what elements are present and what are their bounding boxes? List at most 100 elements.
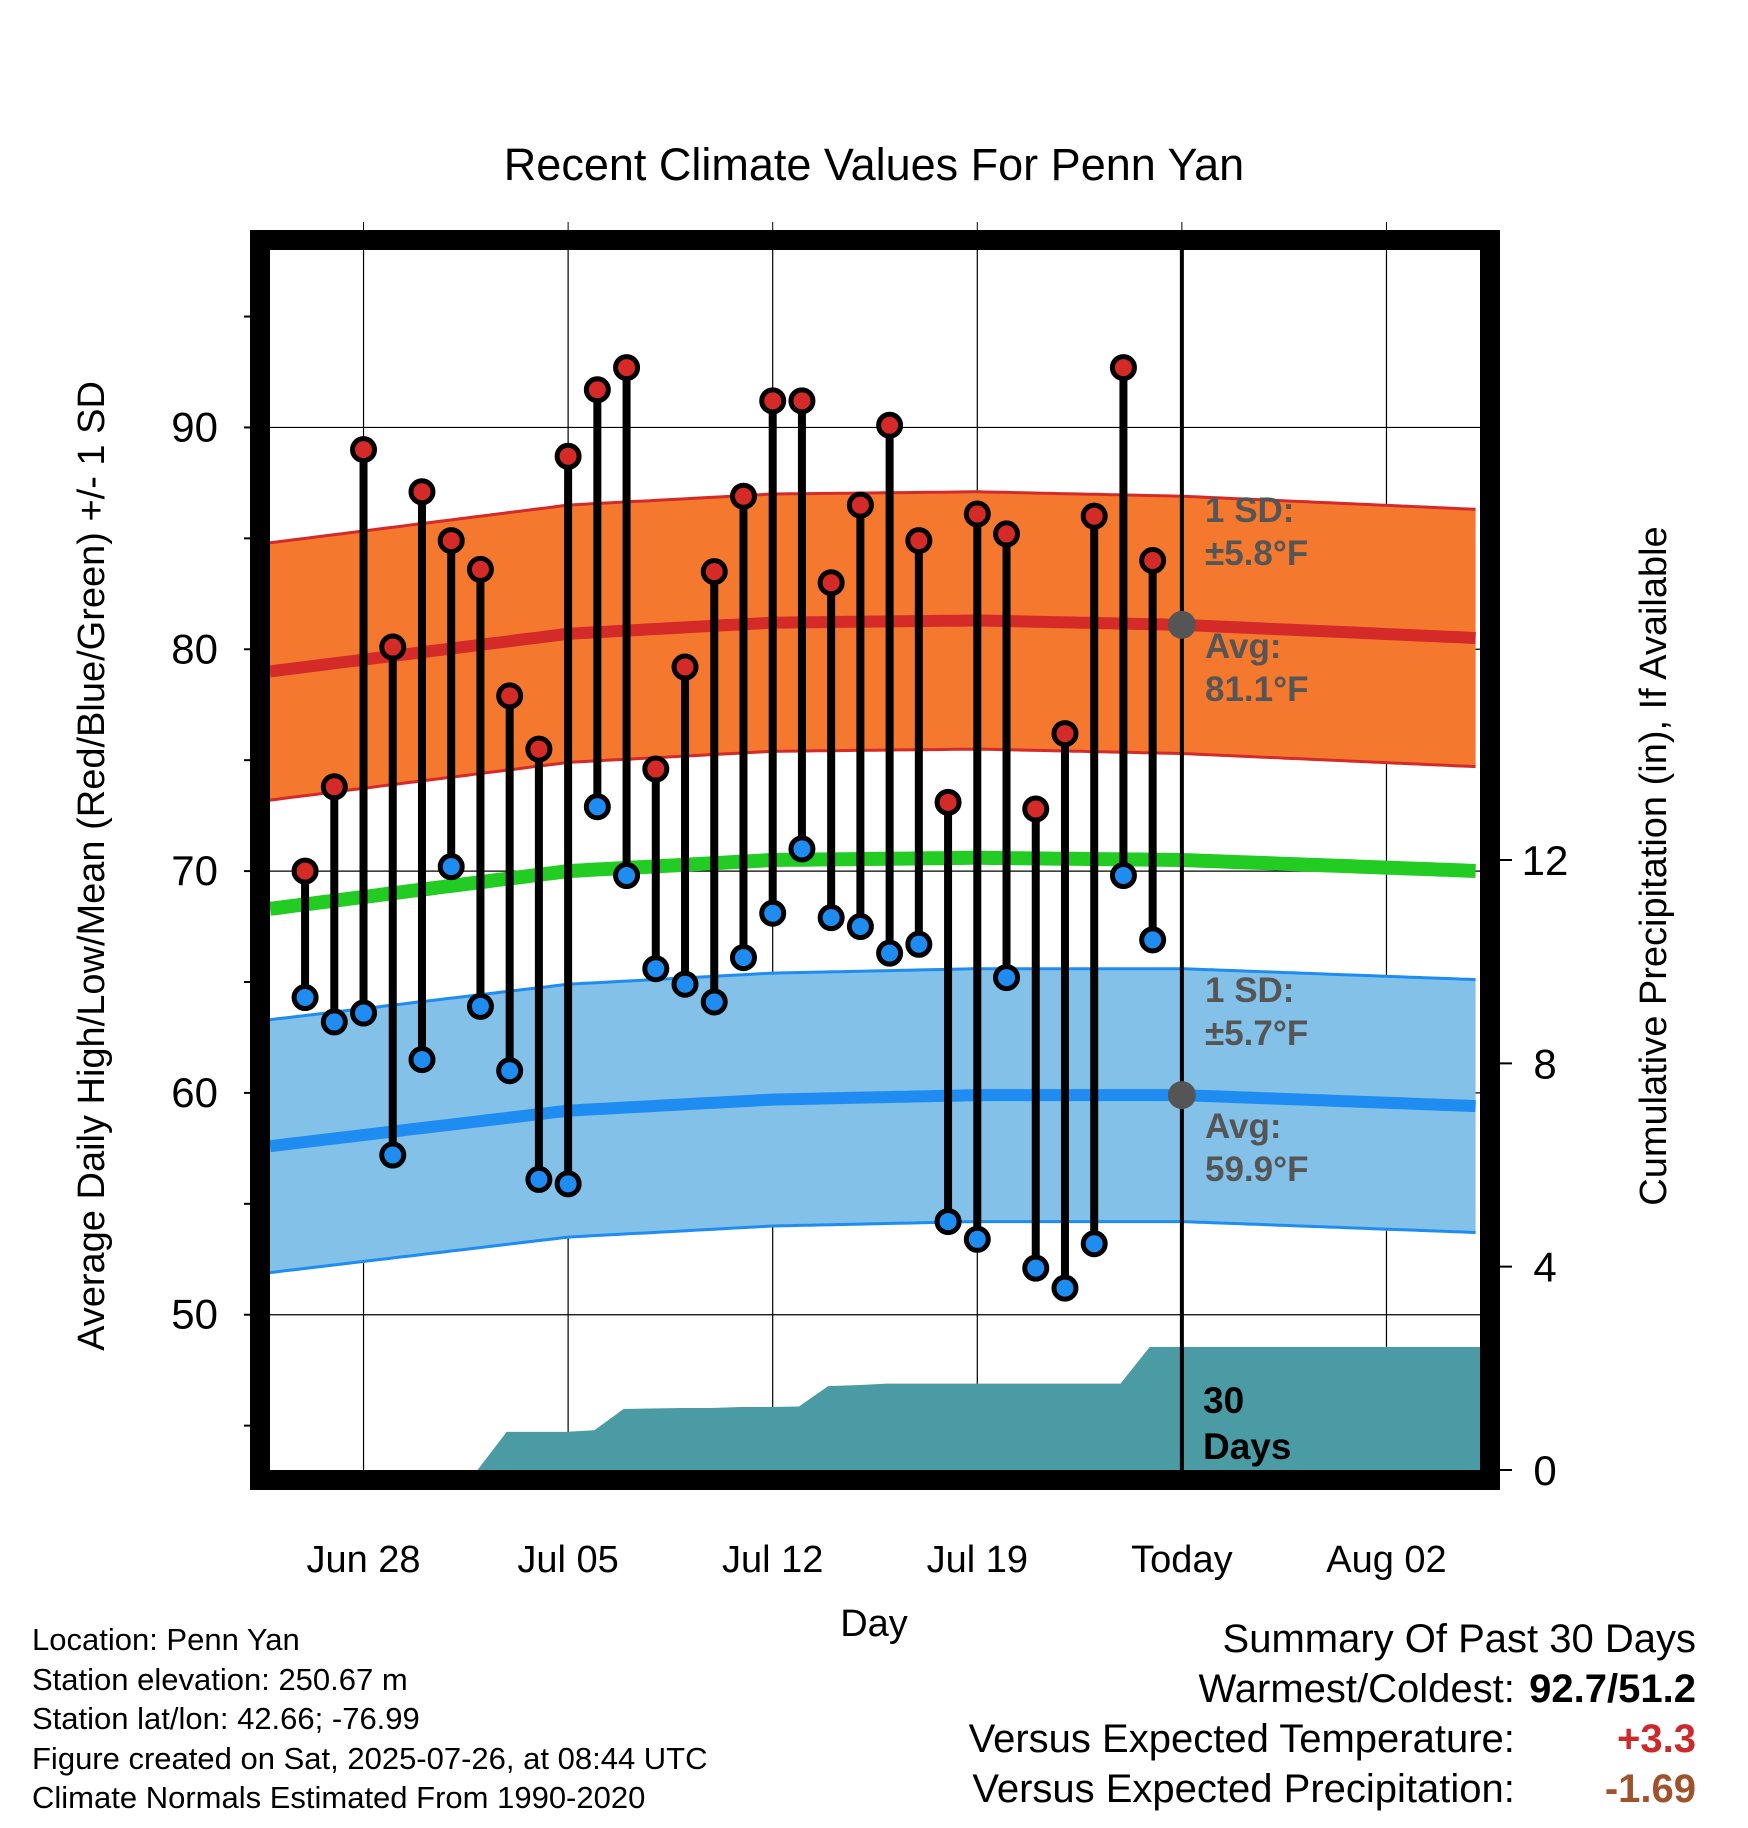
y-tick-label: 50: [171, 1291, 218, 1338]
daily-high-point: [583, 376, 611, 404]
elevation-text: Station elevation: 250.67 m: [32, 1661, 408, 1697]
chart-title: Recent Climate Values For Penn Yan: [504, 139, 1244, 190]
daily-high-point: [554, 442, 582, 470]
daily-low-point: [291, 984, 319, 1012]
days-label-text: Days: [1203, 1426, 1291, 1467]
normal-low-line: [270, 1089, 1476, 1153]
y-tick-label: 60: [171, 1069, 218, 1116]
daily-high-point: [1051, 720, 1079, 748]
daily-high-point: [350, 436, 378, 464]
normal-mean-line: [270, 850, 1476, 916]
temp-value: +3.3: [1617, 1717, 1696, 1761]
daily-high-point: [905, 527, 933, 555]
x-tick-label: Jun 28: [306, 1539, 420, 1581]
daily-low-point: [583, 793, 611, 821]
plot-frame: [250, 230, 1500, 1490]
high-sd-label: 1 SD:: [1205, 491, 1294, 530]
created-text: Figure created on Sat, 2025-07-26, at 08…: [32, 1740, 708, 1776]
y-tick-label: 80: [171, 625, 218, 672]
daily-low-point: [729, 944, 757, 972]
low-sd-value: ±5.7°F: [1205, 1014, 1308, 1053]
daily-low-point: [1051, 1274, 1079, 1302]
daily-high-point: [934, 788, 962, 816]
y-tick-label: 90: [171, 403, 218, 450]
high-sd-value: ±5.8°F: [1205, 534, 1308, 573]
daily-low-point: [1080, 1230, 1108, 1258]
summary-warm-cold: Warmest/Coldest: 92.7/51.2: [969, 1664, 1697, 1714]
daily-low-point: [846, 913, 874, 941]
daily-low-point: [1109, 862, 1137, 890]
x-tick-label: Jul 05: [517, 1539, 618, 1581]
x-tick-label: Jul 12: [722, 1539, 823, 1581]
daily-low-point: [496, 1057, 524, 1085]
high-avg-label: Avg:: [1205, 627, 1281, 666]
today-low-avg-marker: [1167, 1081, 1196, 1110]
y2-axis-label: Cumulative Precipitation (in), If Availa…: [1633, 526, 1675, 1205]
daily-high-point: [846, 491, 874, 519]
daily-low-point: [613, 862, 641, 890]
y2-tick-label: 12: [1522, 837, 1569, 884]
summary-title: Summary Of Past 30 Days: [1222, 1617, 1696, 1661]
precip-value: -1.69: [1604, 1767, 1696, 1811]
daily-high-point: [466, 555, 494, 583]
x-tick-label: Today: [1131, 1539, 1232, 1581]
station-info: Location: Penn Yan Station elevation: 25…: [32, 1620, 708, 1818]
daily-high-point: [291, 857, 319, 885]
daily-high-point: [1109, 354, 1137, 382]
daily-low-point: [525, 1165, 553, 1193]
y2-tick-label: 0: [1533, 1447, 1556, 1494]
daily-low-point: [788, 835, 816, 863]
daily-low-point: [554, 1170, 582, 1198]
x-tick-label: Jul 19: [927, 1539, 1028, 1581]
daily-low-point: [700, 988, 728, 1016]
summary-temp: Versus Expected Temperature: +3.3: [969, 1714, 1696, 1764]
location-text: Location: Penn Yan: [32, 1622, 300, 1657]
summary-panel: Summary Of Past 30 Days Warmest/Coldest:…: [969, 1614, 1696, 1814]
daily-low-point: [408, 1046, 436, 1074]
daily-high-point: [671, 653, 699, 681]
daily-high-point: [320, 773, 348, 801]
daily-low-point: [759, 899, 787, 927]
low-avg-value: 59.9°F: [1205, 1150, 1309, 1189]
daily-low-point: [1139, 926, 1167, 954]
normals-text: Climate Normals Estimated From 1990-2020: [32, 1780, 646, 1815]
days-label-number: 30: [1203, 1380, 1244, 1421]
low-sd-band-upper: [270, 967, 1476, 1022]
latlon-text: Station lat/lon: 42.66; -76.99: [32, 1701, 420, 1736]
daily-high-point: [1139, 547, 1167, 575]
daily-low-point: [934, 1208, 962, 1236]
low-sd-label: 1 SD:: [1205, 971, 1294, 1010]
daily-low-point: [320, 1008, 348, 1036]
high-sd-band-lower: [270, 747, 1476, 802]
daily-low-point: [905, 930, 933, 958]
daily-low-point: [671, 970, 699, 998]
summary-precip: Versus Expected Precipitation: -1.69: [969, 1764, 1696, 1814]
y-axis-label: Average Daily High/Low/Mean (Red/Blue/Gr…: [71, 381, 113, 1351]
daily-high-point: [379, 633, 407, 661]
low-avg-label: Avg:: [1205, 1107, 1281, 1146]
x-axis-label: Day: [840, 1603, 908, 1645]
daily-low-point: [350, 999, 378, 1027]
daily-high-point: [525, 735, 553, 763]
daily-high-point: [408, 478, 436, 506]
x-tick-label: Aug 02: [1326, 1539, 1446, 1581]
daily-high-point: [729, 482, 757, 510]
plot-area: 1 SD: ±5.8°F Avg: 81.1°F 1 SD: ±5.7°F Avg: 59.9…: [171, 222, 1568, 1581]
warm-cold-value: 92.7/51.2: [1529, 1667, 1696, 1711]
daily-high-point: [437, 527, 465, 555]
daily-high-point: [876, 411, 904, 439]
precip-label: Versus Expected Precipitation:: [972, 1767, 1515, 1811]
daily-low-point: [876, 939, 904, 967]
daily-high-point: [700, 558, 728, 586]
daily-high-point: [1080, 502, 1108, 530]
y2-tick-label: 4: [1533, 1244, 1556, 1291]
daily-high-point: [1022, 795, 1050, 823]
daily-low-point: [642, 955, 670, 983]
daily-low-point: [1022, 1254, 1050, 1282]
daily-high-point: [613, 354, 641, 382]
y-tick-label: 70: [171, 847, 218, 894]
y2-tick-label: 8: [1533, 1040, 1556, 1087]
daily-high-point: [963, 500, 991, 528]
daily-low-point: [437, 853, 465, 881]
